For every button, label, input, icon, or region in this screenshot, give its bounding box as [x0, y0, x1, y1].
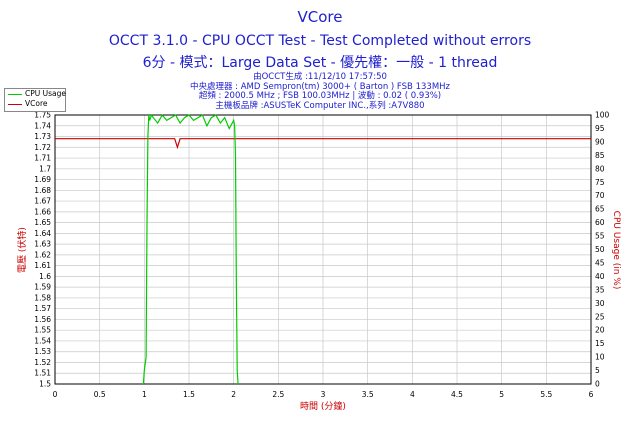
y2-tick-label: 0 — [595, 380, 600, 389]
x-tick-label: 1.5 — [183, 390, 195, 399]
plot-frame — [54, 114, 592, 385]
series-line-cpu-usage — [142, 113, 239, 385]
grid — [54, 114, 592, 385]
x-tick-label: 0 — [53, 390, 58, 399]
y2-tick-label: 65 — [595, 205, 605, 214]
x-tick-label: 4 — [410, 390, 415, 399]
y-tick-label: 1.5 — [39, 380, 51, 389]
y-tick-label: 1.6 — [39, 272, 51, 281]
legend: CPU Usage VCore — [4, 88, 66, 112]
info-generated: 由OCCT生成 :11/12/10 17:57:50 — [253, 72, 387, 82]
y2-tick-label: 20 — [595, 326, 605, 335]
y-tick-label: 1.54 — [34, 336, 51, 345]
info-motherboard: 主機板品牌 :ASUSTeK Computer INC.,系列 :A7V880 — [215, 100, 425, 111]
x-tick-label: 5 — [499, 390, 504, 399]
y-tick-label: 1.58 — [34, 293, 51, 302]
y-tick-label: 1.53 — [34, 347, 51, 356]
y2-tick-label: 10 — [595, 353, 605, 362]
y2-tick-label: 85 — [595, 151, 605, 160]
x-tick-label: 1 — [142, 390, 147, 399]
info-overclock: 超頻 : 2000.5 MHz ; FSB 100.03MHz | 波動 : 0… — [198, 91, 442, 101]
y-tick-label: 1.51 — [34, 369, 51, 378]
y-tick-label: 1.75 — [34, 111, 51, 120]
y2-tick-label: 55 — [595, 232, 605, 241]
y-tick-label: 1.59 — [34, 283, 51, 292]
y-tick-label: 1.72 — [34, 143, 51, 152]
tick-labels: 1.51.511.521.531.541.551.561.571.581.591… — [34, 111, 609, 400]
y2-tick-label: 35 — [595, 285, 605, 294]
y-tick-label: 1.7 — [39, 164, 51, 173]
y2-tick-label: 60 — [595, 218, 605, 227]
y2-tick-label: 90 — [595, 137, 605, 146]
y2-tick-label: 5 — [595, 366, 600, 375]
y-tick-label: 1.61 — [34, 261, 51, 270]
x-tick-label: 4.5 — [451, 390, 463, 399]
chart-subtitle-test: OCCT 3.1.0 - CPU OCCT Test - Test Comple… — [108, 33, 532, 49]
x-tick-label: 5.5 — [540, 390, 552, 399]
y-tick-label: 1.55 — [34, 326, 51, 335]
y-tick-label: 1.69 — [34, 175, 51, 184]
y-tick-label: 1.64 — [34, 229, 51, 238]
y2-tick-label: 100 — [595, 111, 610, 120]
legend-item-cpu-usage: CPU Usage — [5, 89, 67, 99]
y2-tick-label: 70 — [595, 191, 605, 200]
x-tick-label: 6 — [589, 390, 594, 399]
y-tick-label: 1.67 — [34, 197, 51, 206]
y-tick-label: 1.66 — [34, 207, 51, 216]
series-line-vcore — [55, 138, 591, 150]
x-tick-label: 2.5 — [272, 390, 284, 399]
y-tick-label: 1.71 — [34, 154, 51, 163]
x-tick-label: 3.5 — [362, 390, 374, 399]
chart-subtitle-mode: 6分 - 模式：Large Data Set - 優先權：一般 - 1 thre… — [142, 55, 498, 71]
y-tick-label: 1.73 — [34, 132, 51, 141]
chart-title: VCore — [297, 8, 343, 26]
y-tick-label: 1.63 — [34, 240, 51, 249]
y-axis-label: 電壓 (伏特) — [16, 227, 28, 273]
series-layer — [55, 113, 591, 385]
y-tick-label: 1.57 — [34, 304, 51, 313]
x-axis-label: 時間 (分鐘) — [300, 400, 346, 412]
y2-tick-label: 30 — [595, 299, 605, 308]
legend-swatch-vcore — [8, 104, 22, 105]
y2-tick-label: 45 — [595, 258, 605, 267]
x-tick-label: 3 — [321, 390, 326, 399]
y-tick-label: 1.74 — [34, 121, 51, 130]
y2-tick-label: 75 — [595, 178, 605, 187]
info-cpu: 中央處理器 : AMD Sempron(tm) 3000+ ( Barton )… — [189, 81, 451, 92]
legend-swatch-cpu-usage — [8, 94, 22, 95]
y2-tick-label: 50 — [595, 245, 605, 254]
y-tick-label: 1.52 — [34, 358, 51, 367]
y2-axis-label: CPU Usage (in %) — [611, 211, 621, 290]
y-tick-label: 1.56 — [34, 315, 51, 324]
y2-tick-label: 80 — [595, 164, 605, 173]
y2-tick-label: 25 — [595, 312, 605, 321]
y-tick-label: 1.62 — [34, 250, 51, 259]
y2-tick-label: 95 — [595, 124, 605, 133]
legend-label-cpu-usage: CPU Usage — [25, 89, 67, 98]
y-tick-label: 1.65 — [34, 218, 51, 227]
y2-tick-label: 15 — [595, 339, 605, 348]
legend-item-vcore: VCore — [5, 99, 65, 109]
x-tick-label: 2 — [231, 390, 236, 399]
legend-label-vcore: VCore — [25, 99, 48, 108]
y-tick-label: 1.68 — [34, 186, 51, 195]
y2-tick-label: 40 — [595, 272, 605, 281]
x-tick-label: 0.5 — [94, 390, 106, 399]
